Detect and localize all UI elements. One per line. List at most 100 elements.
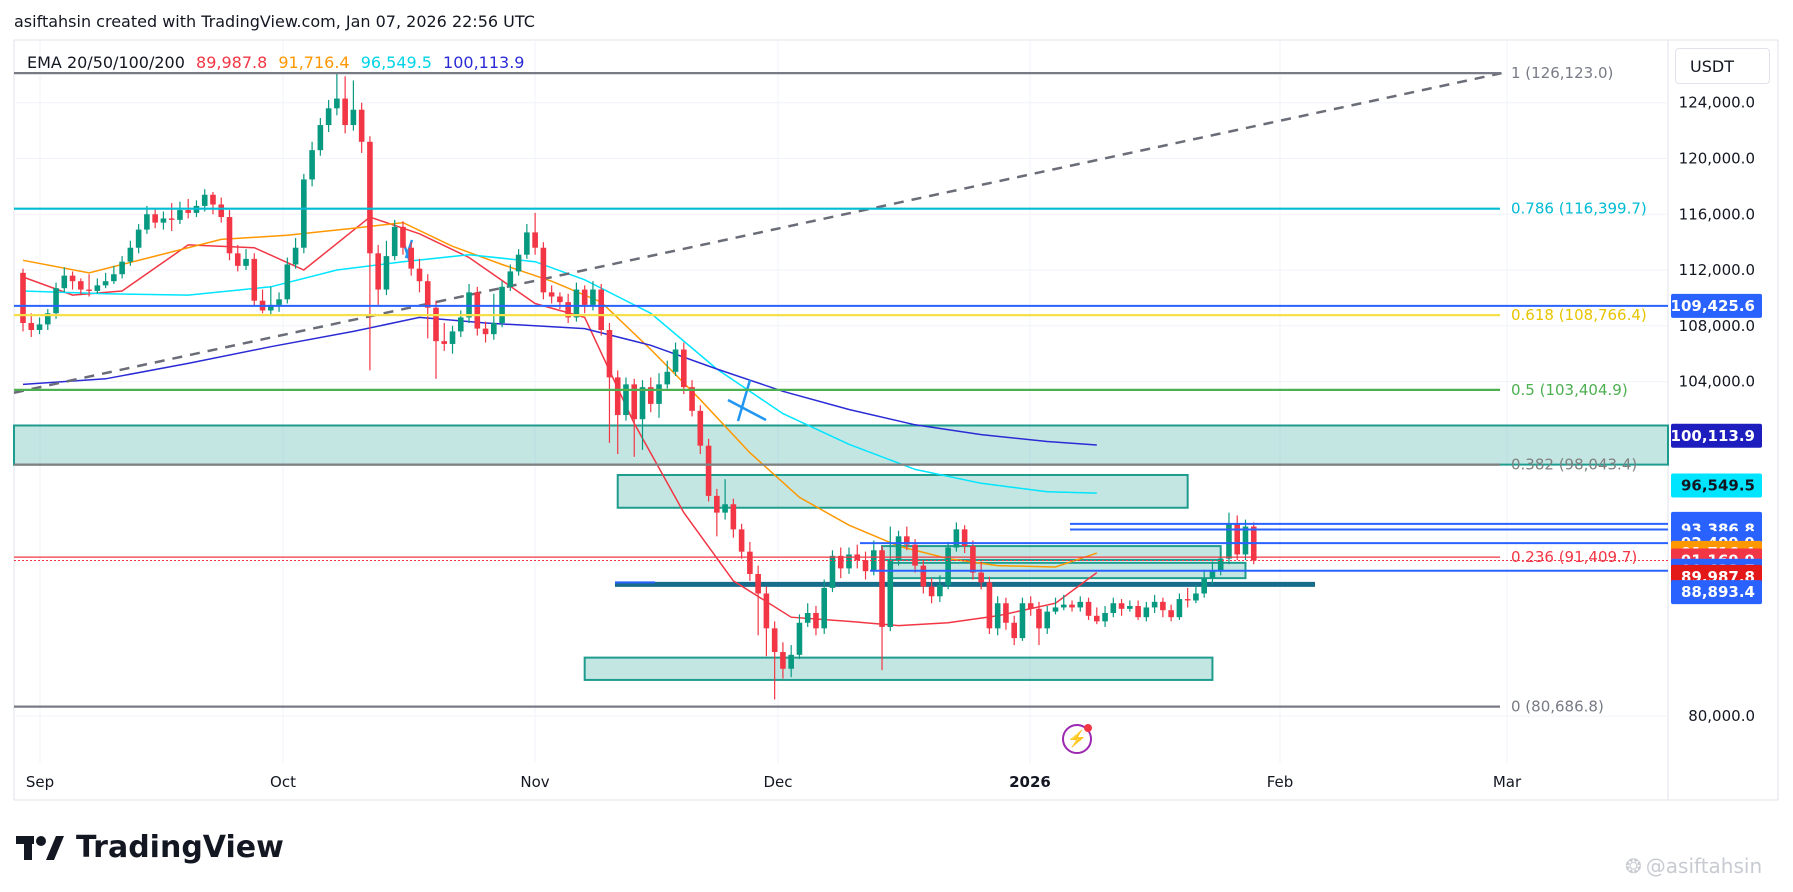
candle[interactable] — [614, 370, 621, 455]
candle[interactable] — [1176, 593, 1183, 620]
candle[interactable] — [722, 479, 728, 520]
support-resistance-zone[interactable] — [881, 545, 1222, 562]
candle[interactable] — [598, 283, 604, 336]
candle[interactable] — [904, 526, 910, 551]
candle[interactable] — [383, 240, 390, 296]
candle[interactable] — [879, 546, 885, 671]
fib-level-0.5[interactable]: 0.5 (103,404.9) — [14, 381, 1628, 399]
candle[interactable] — [441, 323, 448, 351]
candle[interactable] — [61, 267, 68, 293]
candle[interactable] — [961, 525, 968, 554]
candle[interactable] — [1085, 597, 1092, 620]
candle[interactable] — [301, 173, 307, 254]
fib-level-0.786[interactable]: 0.786 (116,399.7) — [14, 200, 1647, 218]
candle[interactable] — [94, 278, 101, 294]
candle[interactable] — [416, 258, 423, 293]
candle[interactable] — [1143, 601, 1150, 622]
candle[interactable] — [821, 579, 828, 634]
candle[interactable] — [135, 224, 142, 254]
candle[interactable] — [656, 373, 662, 418]
fib-level-0.382[interactable]: 0.382 (98,043.4) — [14, 456, 1637, 474]
candle[interactable] — [994, 596, 1001, 636]
candle[interactable] — [1027, 596, 1034, 616]
candle[interactable] — [532, 212, 538, 255]
fib-level-1[interactable]: 1 (126,123.0) — [14, 64, 1613, 82]
fib-level-0[interactable]: 0 (80,686.8) — [14, 698, 1604, 716]
candle[interactable] — [44, 309, 51, 330]
candle[interactable] — [69, 271, 76, 290]
candle[interactable] — [433, 300, 439, 379]
candle[interactable] — [813, 606, 819, 636]
candle[interactable] — [1193, 585, 1199, 604]
ema-legend[interactable]: EMA 20/50/100/200 89,987.8 91,716.4 96,5… — [27, 53, 530, 72]
candle[interactable] — [1019, 597, 1026, 641]
candle[interactable] — [1118, 599, 1125, 616]
candle[interactable] — [912, 539, 918, 573]
candle[interactable] — [325, 99, 332, 133]
candle[interactable] — [78, 278, 84, 296]
candle[interactable] — [268, 286, 274, 315]
candle[interactable] — [284, 257, 291, 304]
candle[interactable] — [1036, 601, 1042, 646]
candle[interactable] — [1151, 594, 1158, 614]
candle[interactable] — [548, 285, 555, 304]
candle[interactable] — [689, 380, 695, 417]
candle[interactable] — [664, 360, 671, 389]
candle[interactable] — [895, 530, 902, 566]
candle[interactable] — [482, 321, 489, 343]
candle[interactable] — [334, 73, 340, 116]
candle[interactable] — [1127, 600, 1133, 612]
candle[interactable] — [36, 317, 43, 335]
candle[interactable] — [342, 76, 348, 134]
candle[interactable] — [243, 249, 249, 271]
currency-selector[interactable]: USDT — [1675, 48, 1770, 84]
support-resistance-zone[interactable] — [583, 656, 1214, 681]
candle[interactable] — [581, 285, 588, 314]
tradingview-logo[interactable]: TradingView — [16, 830, 284, 865]
candle[interactable] — [1201, 569, 1207, 598]
flash-event-icon[interactable]: ⚡ — [1062, 724, 1092, 754]
candle[interactable] — [862, 551, 869, 580]
candle[interactable] — [1044, 606, 1051, 634]
candle[interactable] — [928, 578, 935, 604]
candle[interactable] — [358, 102, 365, 153]
candle[interactable] — [804, 603, 811, 627]
candle[interactable] — [763, 586, 770, 657]
candle[interactable] — [623, 377, 629, 421]
candle[interactable] — [1226, 512, 1232, 565]
fib-level-0.236[interactable]: 0.236 (91,409.7) — [14, 548, 1637, 566]
candle[interactable] — [168, 203, 175, 232]
candle[interactable] — [681, 342, 687, 395]
candle[interactable] — [276, 292, 282, 312]
candle[interactable] — [466, 283, 472, 324]
candle[interactable] — [846, 547, 852, 574]
support-resistance-zone[interactable] — [13, 424, 1669, 466]
candle[interactable] — [218, 197, 225, 223]
candle[interactable] — [953, 522, 960, 552]
candle[interactable] — [1052, 597, 1059, 615]
candle[interactable] — [920, 560, 927, 594]
candle[interactable] — [309, 141, 315, 187]
candle[interactable] — [160, 211, 167, 230]
candle[interactable] — [705, 438, 712, 502]
candle[interactable] — [747, 541, 753, 581]
candle[interactable] — [234, 244, 241, 272]
candle[interactable] — [1160, 597, 1166, 618]
candle[interactable] — [127, 240, 134, 266]
candle[interactable] — [1102, 606, 1108, 627]
candle[interactable] — [507, 264, 514, 291]
candle[interactable] — [317, 118, 324, 156]
candle[interactable] — [400, 221, 406, 255]
candle[interactable] — [152, 208, 158, 229]
candle[interactable] — [375, 244, 381, 305]
candle[interactable] — [796, 614, 803, 660]
candle[interactable] — [53, 282, 59, 319]
candle[interactable] — [986, 576, 993, 634]
candle[interactable] — [449, 325, 456, 354]
candle[interactable] — [515, 249, 522, 276]
candle[interactable] — [259, 289, 266, 314]
candle[interactable] — [978, 561, 984, 590]
candle[interactable] — [788, 645, 794, 678]
candle[interactable] — [945, 541, 951, 590]
trendline-dashed[interactable] — [13, 71, 1502, 394]
